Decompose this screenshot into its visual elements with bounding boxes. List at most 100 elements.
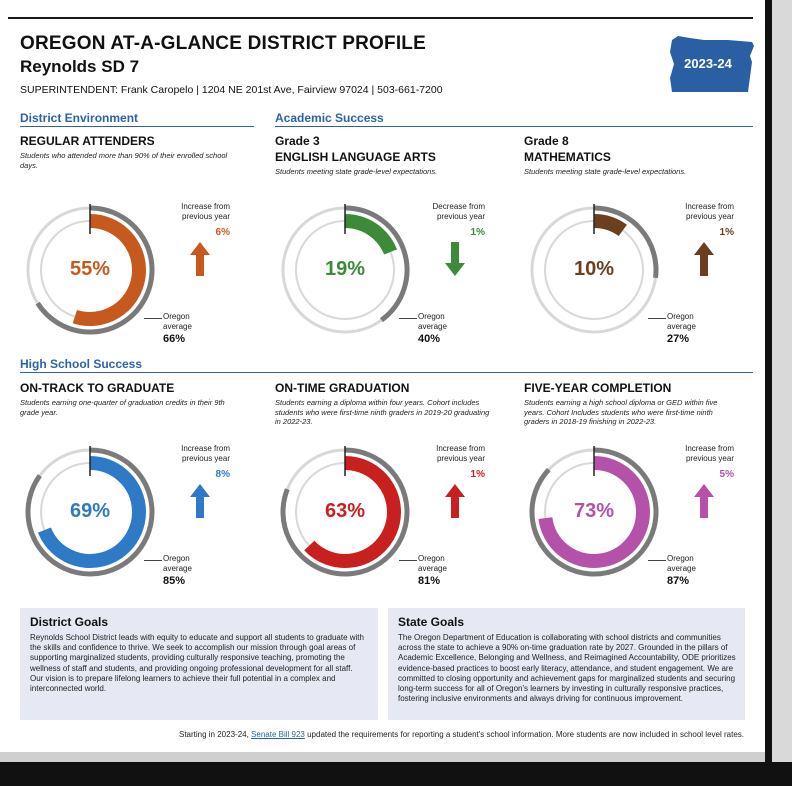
card-title: ON-TIME GRADUATION bbox=[275, 381, 410, 395]
district-percent: 19% bbox=[324, 258, 366, 280]
district-percent: 73% bbox=[573, 500, 615, 522]
average-leader-line bbox=[399, 560, 417, 561]
district-value-arc bbox=[344, 214, 398, 255]
section-high-school-success: High School Success bbox=[20, 357, 143, 371]
average-leader-line bbox=[648, 560, 666, 561]
donut-gauge bbox=[529, 446, 659, 577]
donut-gauge bbox=[281, 204, 410, 334]
bottom-shadow bbox=[0, 752, 765, 762]
district-goals-title: District Goals bbox=[30, 615, 109, 629]
right-gutter bbox=[772, 0, 792, 786]
oregon-average-label: Oregon average bbox=[418, 312, 447, 331]
card-description: Students who attended more than 90% of t… bbox=[20, 151, 228, 170]
change-value: 1% bbox=[719, 227, 734, 238]
state-goals-box bbox=[388, 608, 745, 720]
top-rule bbox=[8, 17, 753, 19]
right-edge-strip bbox=[765, 0, 772, 786]
change-value: 8% bbox=[215, 469, 230, 480]
district-value-arc bbox=[72, 214, 146, 326]
district-value-arc bbox=[304, 456, 401, 568]
year-badge: 2023-24 bbox=[684, 56, 732, 71]
average-leader-line bbox=[144, 318, 162, 319]
change-label: Decrease from previous year bbox=[432, 202, 485, 221]
oregon-average-label: Oregon average bbox=[418, 554, 447, 573]
arrow-up-icon bbox=[694, 242, 714, 276]
footer-note: Starting in 2023-24, Senate Bill 923 upd… bbox=[0, 730, 752, 739]
card-title: ON-TRACK TO GRADUATE bbox=[20, 381, 175, 395]
state-goals-title: State Goals bbox=[398, 615, 465, 629]
oregon-average-value: 81% bbox=[418, 575, 441, 587]
donut-gauge bbox=[280, 446, 410, 577]
footer-suffix: updated the requirements for reporting a… bbox=[307, 730, 744, 739]
arrow-up-icon bbox=[190, 484, 210, 518]
oregon-state-shape-icon bbox=[670, 36, 754, 92]
card-description: Students meeting state grade-level expec… bbox=[275, 167, 438, 176]
change-value: 1% bbox=[470, 227, 485, 238]
card-grade: Grade 8 bbox=[524, 134, 569, 148]
card-description: Students meeting state grade-level expec… bbox=[524, 167, 687, 176]
bottom-band bbox=[0, 762, 792, 786]
section-rule-district bbox=[20, 126, 254, 127]
oregon-average-arc bbox=[280, 447, 410, 577]
change-value: 6% bbox=[215, 227, 230, 238]
arrow-down-icon bbox=[445, 242, 465, 276]
change-label: Increase from previous year bbox=[685, 444, 734, 463]
section-rule-high-school bbox=[20, 372, 753, 373]
card-title: MATHEMATICS bbox=[524, 150, 611, 164]
oregon-average-value: 27% bbox=[667, 333, 690, 345]
district-percent: 63% bbox=[324, 500, 366, 522]
oregon-average-arc bbox=[529, 447, 659, 577]
change-label: Increase from previous year bbox=[685, 202, 734, 221]
change-label: Increase from previous year bbox=[181, 202, 230, 221]
page-title: OREGON AT-A-GLANCE DISTRICT PROFILE bbox=[20, 33, 426, 54]
oregon-average-label: Oregon average bbox=[163, 554, 192, 573]
district-value-arc bbox=[37, 456, 146, 568]
card-title: FIVE-YEAR COMPLETION bbox=[524, 381, 672, 395]
oregon-average-label: Oregon average bbox=[667, 554, 696, 573]
donut-gauge bbox=[26, 204, 155, 335]
footer-prefix: Starting in 2023-24, bbox=[178, 730, 249, 739]
change-value: 5% bbox=[719, 469, 734, 480]
change-label: Increase from previous year bbox=[436, 444, 485, 463]
arrow-up-icon bbox=[694, 484, 714, 518]
district-goals-text: Reynolds School District leads with equi… bbox=[30, 633, 364, 694]
card-description: Students earning one-quarter of graduati… bbox=[20, 398, 225, 417]
change-value: 1% bbox=[470, 469, 485, 480]
card-title: REGULAR ATTENDERS bbox=[20, 134, 155, 148]
state-goals-text: The Oregon Department of Education is co… bbox=[398, 633, 736, 704]
oregon-average-arc bbox=[593, 205, 659, 279]
superintendent-contact: SUPERINTENDENT: Frank Caropelo | 1204 NE… bbox=[20, 84, 443, 96]
district-name: Reynolds SD 7 bbox=[20, 57, 140, 76]
oregon-average-value: 85% bbox=[163, 575, 186, 587]
card-grade: Grade 3 bbox=[275, 134, 320, 148]
arrow-up-icon bbox=[190, 242, 210, 276]
card-title: ENGLISH LANGUAGE ARTS bbox=[275, 150, 436, 164]
district-percent: 55% bbox=[69, 258, 111, 280]
card-description: Students earning a high school diploma o… bbox=[524, 398, 718, 426]
district-goals-box bbox=[20, 608, 378, 720]
senate-bill-link[interactable]: Senate Bill 923 bbox=[251, 730, 305, 739]
average-leader-line bbox=[399, 318, 417, 319]
average-leader-line bbox=[144, 560, 162, 561]
district-value-arc bbox=[593, 214, 627, 237]
oregon-average-arc bbox=[344, 205, 410, 323]
donut-gauge bbox=[25, 446, 155, 577]
district-percent: 69% bbox=[69, 500, 111, 522]
oregon-average-arc bbox=[35, 205, 155, 335]
section-rule-academic bbox=[275, 126, 753, 127]
oregon-average-label: Oregon average bbox=[667, 312, 696, 331]
district-percent: 10% bbox=[573, 258, 615, 280]
district-value-arc bbox=[538, 456, 650, 568]
change-label: Increase from previous year bbox=[181, 444, 230, 463]
average-leader-line bbox=[648, 318, 666, 319]
card-description: Students earning a diploma within four y… bbox=[275, 398, 490, 426]
oregon-average-value: 40% bbox=[418, 333, 441, 345]
arrow-up-icon bbox=[445, 484, 465, 518]
donut-gauge bbox=[530, 204, 659, 334]
section-district-environment: District Environment bbox=[20, 111, 139, 125]
oregon-average-arc bbox=[25, 447, 155, 577]
oregon-average-value: 87% bbox=[667, 575, 690, 587]
oregon-average-label: Oregon average bbox=[163, 312, 192, 331]
section-academic-success: Academic Success bbox=[275, 111, 384, 125]
